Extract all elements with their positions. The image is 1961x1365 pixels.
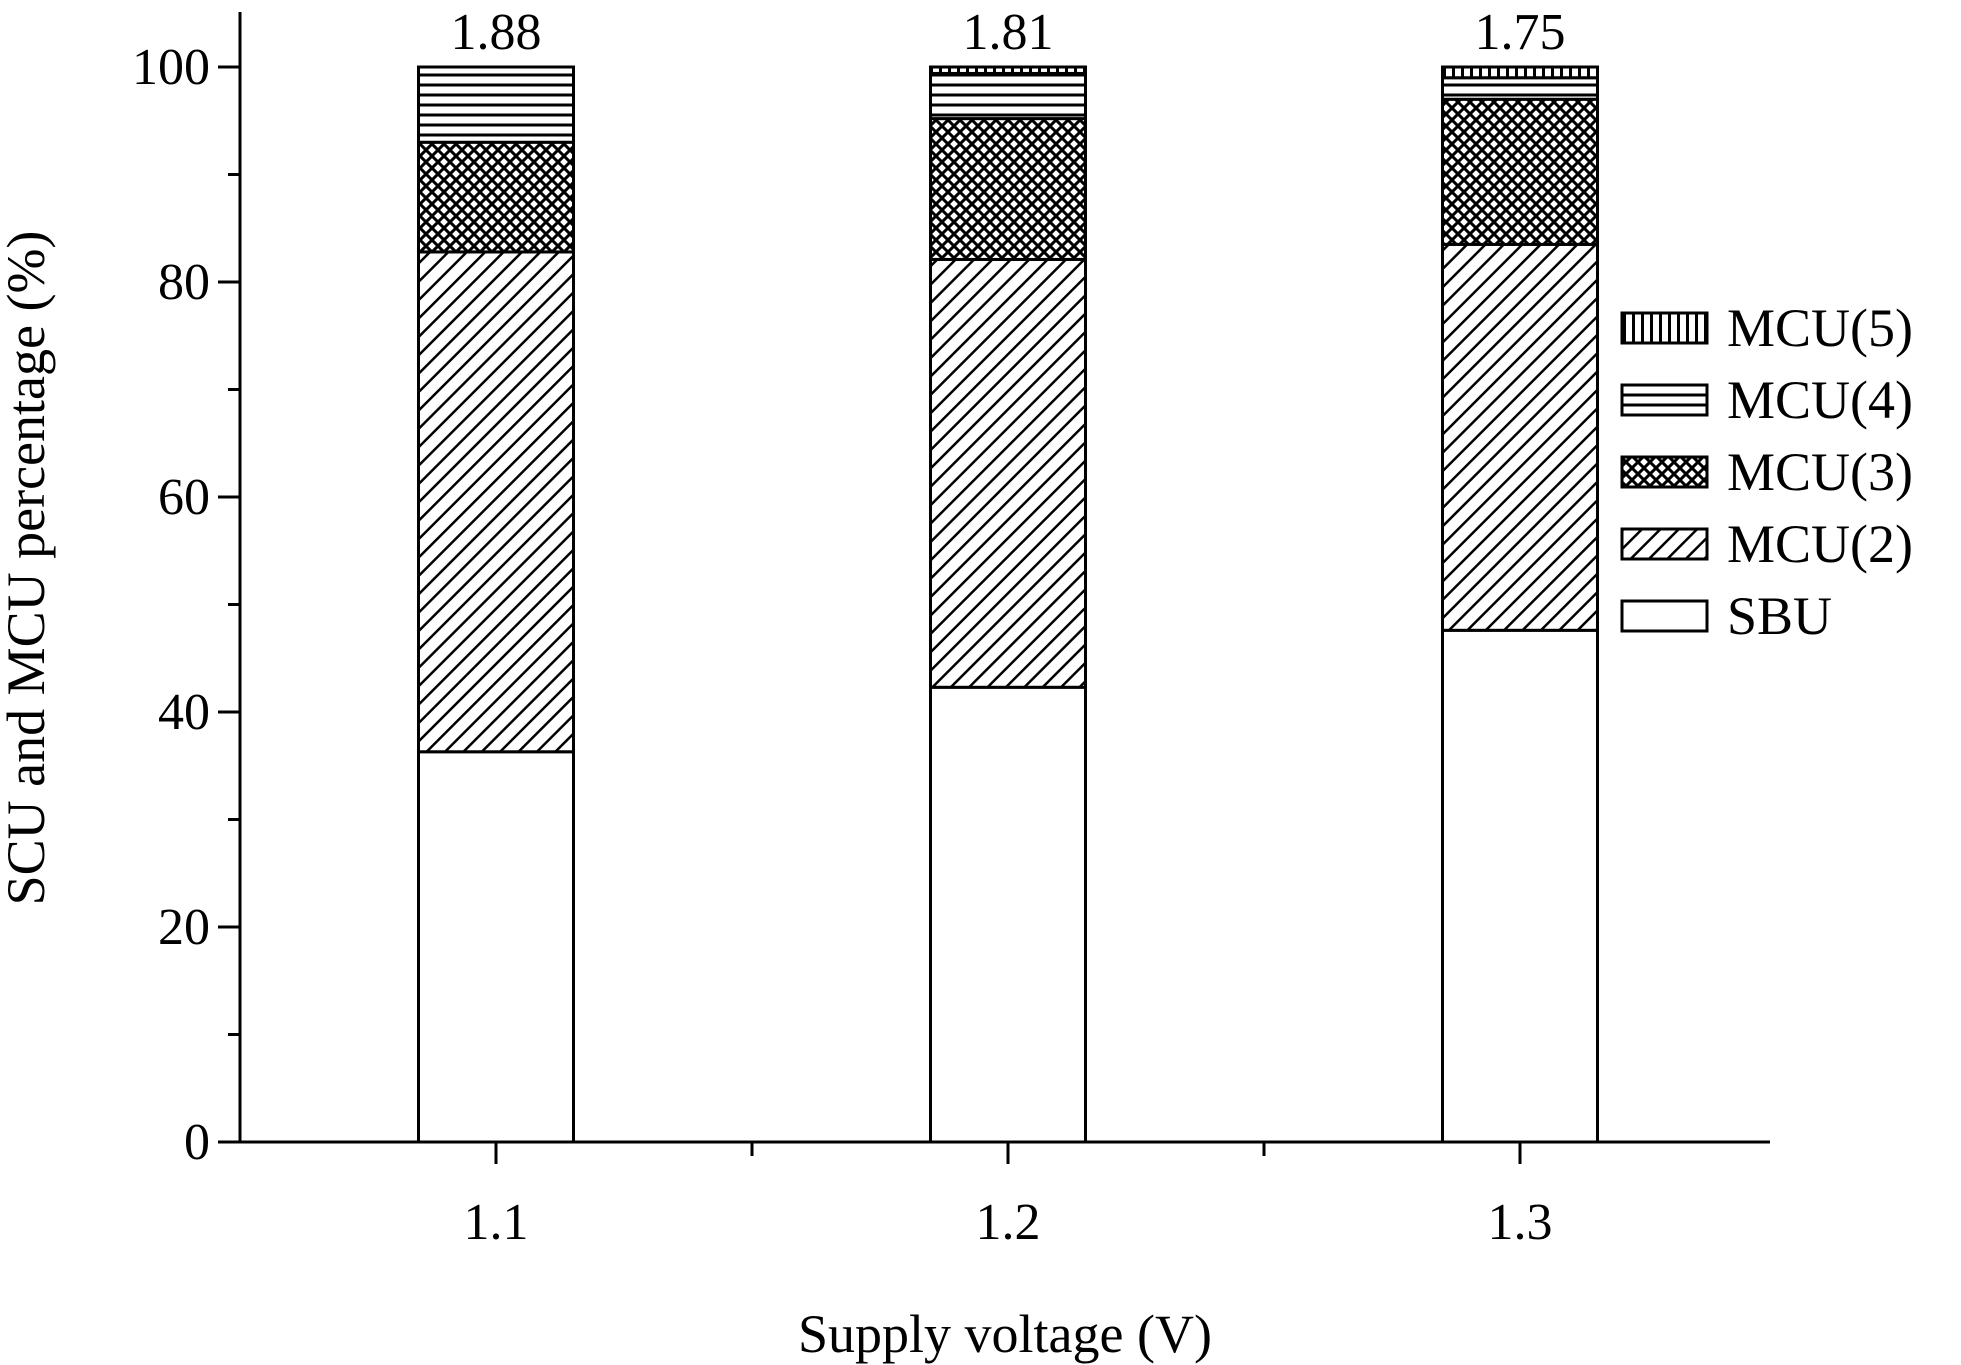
labels-layer: 1.88 1.81 1.75 0 20 40 60 80 100 1.1 1.2 1.3 — [132, 4, 1566, 1251]
bars-layer — [417, 65, 1599, 1144]
x-axis-title: Supply voltage (V) — [798, 1304, 1212, 1364]
bar-top-label: 1.88 — [451, 4, 542, 61]
bar-segment-mcu-3-1-1 — [417, 140, 575, 254]
bar-segment-sbu-1-1 — [417, 750, 575, 1144]
axes-layer — [218, 12, 1770, 1164]
bar-top-label: 1.81 — [963, 4, 1054, 61]
y-tick-label: 100 — [132, 39, 210, 96]
y-tick-label: 40 — [158, 684, 210, 741]
y-tick-label: 0 — [184, 1114, 210, 1171]
y-tick-label: 20 — [158, 899, 210, 956]
x-tick-label-1-1: 1.1 — [464, 1194, 529, 1251]
legend-swatch-mcu-2 — [1620, 527, 1709, 561]
bar-segment-mcu-3-1-2 — [929, 117, 1087, 261]
bar-segment-mcu-3-1-3 — [1441, 97, 1599, 246]
bar-segment-mcu-2-1-1 — [417, 250, 575, 754]
legend-swatch-mcu-5 — [1620, 311, 1709, 345]
legend-label-mcu-3: MCU(3) — [1727, 442, 1913, 502]
legend-label-mcu-4: MCU(4) — [1727, 370, 1913, 430]
legend-label-sbu: SBU — [1727, 586, 1832, 646]
legend-swatch-mcu-3 — [1620, 455, 1709, 489]
legend-swatch-sbu — [1620, 599, 1709, 633]
x-tick-label-1-2: 1.2 — [976, 1194, 1041, 1251]
legend: MCU(5) MCU(4) MCU(3) MCU(2) SBU — [1620, 298, 1913, 646]
legend-swatch-mcu-4 — [1620, 383, 1709, 417]
bar-segment-sbu-1-3 — [1441, 628, 1599, 1144]
bar-segment-mcu-2-1-3 — [1441, 242, 1599, 632]
y-axis-title: SCU and MCU percentage (%) — [0, 231, 56, 906]
bar-segment-mcu-4-1-1 — [417, 65, 575, 144]
bar-segment-mcu-5-1-2 — [929, 65, 1087, 75]
bar-segment-mcu-4-1-2 — [929, 71, 1087, 121]
bar-segment-mcu-4-1-3 — [1441, 76, 1599, 101]
x-tick-label-1-3: 1.3 — [1488, 1194, 1553, 1251]
y-tick-label: 60 — [158, 469, 210, 526]
bar-segment-sbu-1-2 — [929, 685, 1087, 1144]
y-tick-label: 80 — [158, 254, 210, 311]
bar-segment-mcu-5-1-3 — [1441, 65, 1599, 80]
legend-label-mcu-2: MCU(2) — [1727, 514, 1913, 574]
bar-top-label: 1.75 — [1475, 4, 1566, 61]
bar-segment-mcu-2-1-2 — [929, 257, 1087, 689]
legend-label-mcu-5: MCU(5) — [1727, 298, 1913, 358]
